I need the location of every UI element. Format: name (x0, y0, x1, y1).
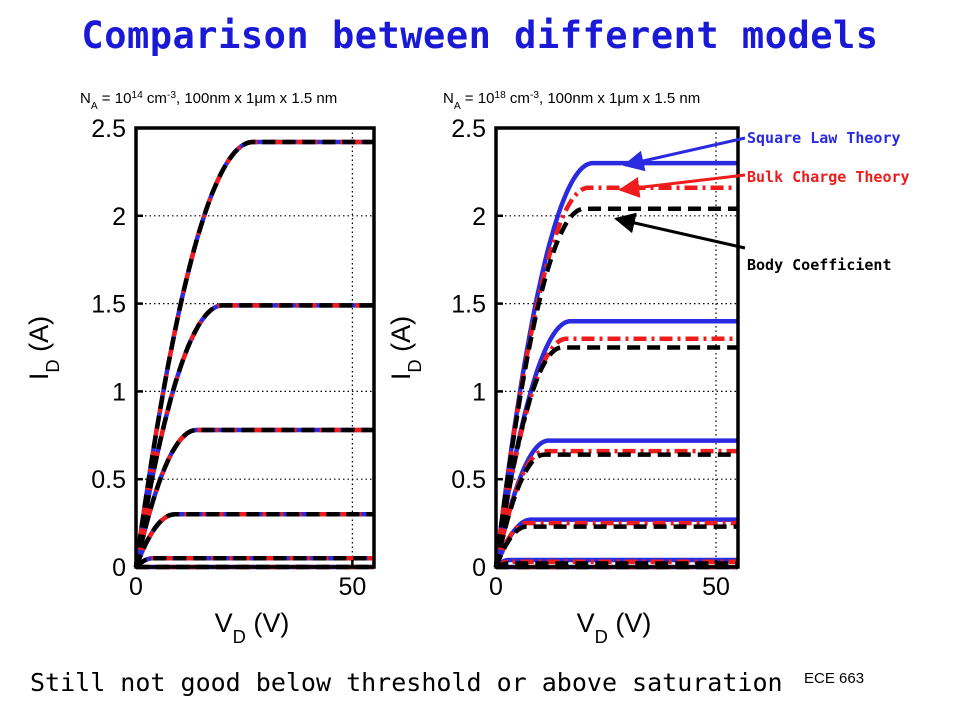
curve-bulk-charge-theory (493, 448, 738, 568)
curve-body-coefficient (134, 555, 374, 569)
plot-frame (494, 126, 740, 569)
curve-body-coefficient (133, 512, 374, 568)
curve-body-coefficient (133, 427, 374, 568)
curve-square-law-theory (493, 160, 738, 568)
y-tick-label: 0 (472, 554, 486, 582)
curve-bulk-charge-theory (493, 185, 738, 568)
x-tick-label: 50 (702, 573, 730, 601)
y-tick-label: 2.5 (91, 115, 126, 143)
curve-body-coefficient (493, 452, 738, 568)
curve-body-coefficient (133, 303, 374, 568)
curve-square-law-theory (493, 318, 738, 568)
y-axis-label: ID (A) (386, 316, 425, 380)
x-tick-label: 0 (129, 573, 143, 601)
y-tick-label: 2 (472, 203, 486, 231)
x-axis-label: VD (V) (215, 608, 290, 647)
annotation-label: Bulk Charge Theory (747, 168, 910, 186)
annotation-arrow (613, 212, 746, 250)
chart-1: NA = 1014 cm-3, 100nm x 1μm x 1.5 nm 0 0.5… (24, 90, 376, 647)
chart-title: NA = 1018 cm-3, 100nm x 1μm x 1.5 nm (443, 90, 700, 112)
curve-bulk-charge-theory (133, 139, 374, 568)
y-axis-label: ID (A) (24, 316, 63, 380)
curve-body-coefficient (493, 524, 738, 568)
y-tick-label: 1 (112, 378, 126, 406)
y-tick-label: 1 (472, 378, 486, 406)
y-tick-label: 0.5 (91, 466, 126, 494)
x-tick-label: 0 (489, 573, 503, 601)
x-tick-label: 50 (338, 573, 366, 601)
curve-bulk-charge-theory (493, 520, 738, 568)
plot-frame (134, 126, 376, 569)
y-tick-label: 0 (112, 554, 126, 582)
annotation-label: Body Coefficient (747, 256, 892, 274)
y-tick-label: 0.5 (451, 466, 486, 494)
curve-body-coefficient (493, 345, 738, 568)
annotation-label: Square Law Theory (747, 129, 901, 147)
curve-body-coefficient (493, 206, 738, 568)
chart-title: NA = 1014 cm-3, 100nm x 1μm x 1.5 nm (80, 90, 337, 112)
y-tick-label: 2.5 (451, 115, 486, 143)
annotation-arrow (622, 136, 746, 172)
chart-2: NA = 1018 cm-3, 100nm x 1μm x 1.5 nm 0 0.5… (386, 90, 740, 647)
curve-body-coefficient (133, 139, 374, 568)
slide-title: Comparison between different models (81, 14, 879, 57)
x-axis-label: VD (V) (577, 608, 652, 647)
y-tick-label: 1.5 (91, 291, 126, 319)
annotation-arrow (618, 173, 746, 198)
course-label: ECE 663 (804, 670, 865, 687)
y-tick-label: 2 (112, 203, 126, 231)
y-tick-label: 1.5 (451, 291, 486, 319)
footer-note: Still not good below threshold or above … (30, 668, 783, 697)
